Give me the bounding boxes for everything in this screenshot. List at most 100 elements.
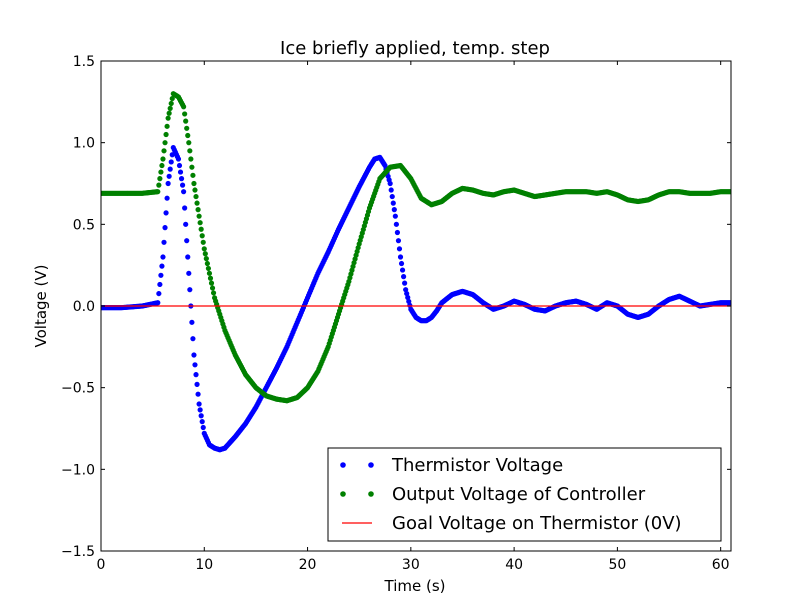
data-point bbox=[179, 182, 186, 188]
data-point bbox=[388, 187, 394, 193]
data-point bbox=[194, 200, 200, 206]
data-point bbox=[156, 290, 162, 297]
legend-swatch bbox=[340, 491, 346, 497]
data-point bbox=[200, 239, 206, 245]
data-point bbox=[165, 115, 171, 121]
data-point bbox=[163, 131, 169, 138]
y-tick-label: −1.0 bbox=[61, 462, 95, 478]
data-point bbox=[189, 164, 195, 170]
data-point bbox=[160, 254, 166, 260]
data-point bbox=[196, 401, 202, 407]
plot-area bbox=[101, 91, 731, 453]
data-point bbox=[190, 336, 196, 342]
series-layer bbox=[101, 91, 731, 453]
data-point bbox=[184, 238, 190, 244]
legend-swatch bbox=[340, 462, 346, 468]
legend-label: Thermistor Voltage bbox=[391, 455, 563, 476]
data-point bbox=[182, 205, 188, 211]
data-point bbox=[394, 229, 401, 236]
data-point bbox=[398, 260, 405, 267]
x-tick-label: 20 bbox=[299, 557, 317, 573]
data-point bbox=[387, 180, 393, 187]
data-point bbox=[158, 272, 164, 278]
x-tick-label: 40 bbox=[505, 557, 523, 573]
data-point bbox=[190, 172, 196, 178]
data-point bbox=[192, 187, 198, 193]
data-point bbox=[196, 213, 202, 219]
data-point bbox=[188, 156, 194, 162]
data-point bbox=[395, 238, 402, 244]
data-point bbox=[185, 254, 191, 260]
legend-item: Goal Voltage on Thermistor (0V) bbox=[342, 513, 682, 534]
data-point bbox=[399, 267, 406, 273]
x-tick-label: 30 bbox=[402, 557, 420, 573]
data-point bbox=[203, 256, 209, 262]
data-point bbox=[402, 280, 408, 286]
y-tick-label: 1.0 bbox=[73, 136, 95, 152]
legend-swatch bbox=[368, 462, 374, 468]
data-point bbox=[169, 95, 175, 102]
data-point bbox=[210, 290, 217, 296]
x-axis-label: Time (s) bbox=[384, 577, 446, 595]
data-point bbox=[162, 140, 168, 146]
data-point bbox=[178, 176, 185, 182]
legend-swatch bbox=[368, 491, 374, 497]
data-point bbox=[396, 246, 403, 252]
data-point bbox=[200, 424, 206, 431]
data-point bbox=[199, 233, 205, 239]
legend: Thermistor Voltage Output Voltage of Cont… bbox=[327, 447, 722, 542]
data-point bbox=[181, 189, 187, 195]
data-point bbox=[167, 105, 173, 111]
data-point bbox=[181, 104, 187, 110]
data-point bbox=[728, 300, 731, 306]
data-point bbox=[186, 270, 192, 276]
data-point bbox=[176, 162, 183, 169]
y-axis-label: Voltage (V) bbox=[32, 265, 50, 348]
data-point bbox=[187, 148, 193, 154]
data-point bbox=[390, 200, 396, 206]
data-point bbox=[401, 274, 407, 280]
data-point bbox=[187, 287, 193, 293]
data-point bbox=[194, 381, 200, 388]
data-point bbox=[209, 285, 216, 291]
data-point bbox=[157, 176, 163, 182]
data-point bbox=[191, 352, 197, 358]
data-point bbox=[168, 100, 174, 107]
x-tick-label: 60 bbox=[712, 557, 730, 573]
y-tick-label: −1.5 bbox=[61, 544, 95, 560]
y-tick-label: −0.5 bbox=[61, 381, 95, 397]
data-point bbox=[183, 221, 189, 227]
data-point bbox=[175, 156, 182, 162]
data-point bbox=[164, 195, 170, 201]
data-point bbox=[202, 251, 208, 257]
data-point bbox=[161, 148, 167, 154]
axes: 0 10 20 30 40 50 60 −1.5 −1.0 −0.5 0.0 0.5 1.0 1.5 bbox=[61, 54, 732, 573]
data-point bbox=[164, 123, 170, 129]
data-point bbox=[159, 162, 165, 169]
data-point bbox=[156, 182, 162, 188]
data-point bbox=[206, 270, 213, 276]
data-point bbox=[162, 225, 168, 231]
legend-item: Thermistor Voltage bbox=[340, 455, 563, 476]
data-point bbox=[189, 319, 195, 325]
x-tick-label: 50 bbox=[608, 557, 626, 573]
data-point bbox=[166, 173, 172, 179]
data-point bbox=[197, 407, 203, 413]
data-point bbox=[159, 263, 165, 269]
data-point bbox=[166, 110, 172, 116]
legend-item: Output Voltage of Controller bbox=[340, 484, 646, 505]
data-point bbox=[205, 265, 212, 272]
data-point bbox=[168, 159, 174, 165]
data-point bbox=[391, 207, 397, 213]
data-point bbox=[163, 210, 169, 216]
data-point bbox=[193, 193, 199, 200]
data-point bbox=[207, 275, 214, 281]
data-point bbox=[728, 189, 731, 195]
chart-title: Ice briefly applied, temp. step bbox=[280, 38, 550, 59]
data-point bbox=[197, 220, 203, 226]
x-tick-label: 0 bbox=[97, 557, 106, 573]
y-tick-label: 0.5 bbox=[73, 217, 95, 233]
data-point bbox=[167, 166, 173, 172]
data-point bbox=[193, 372, 199, 378]
data-point bbox=[177, 169, 184, 175]
